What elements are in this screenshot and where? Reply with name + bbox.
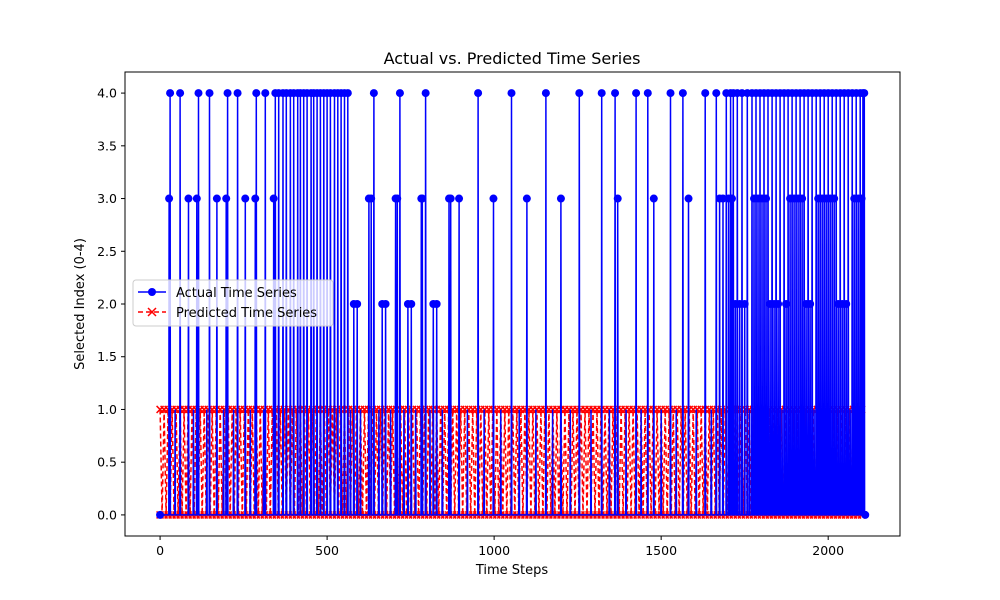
y-axis: 0.0 0.5 1.0 1.5 2.0 2.5 3.0 3.5 4.0 [97,86,125,522]
actual-point [643,89,652,98]
x-tick-label: 1000 [478,543,510,558]
actual-point [861,510,870,519]
actual-point [597,89,606,98]
actual-point [507,89,516,98]
actual-point [166,89,175,98]
actual-point [184,194,193,203]
y-tick-label: 3.0 [97,191,117,206]
actual-point [556,194,565,203]
x-tick-label: 2000 [812,543,844,558]
y-axis-label: Selected Index (0-4) [73,238,88,370]
actual-point [522,194,531,203]
actual-line [160,93,866,516]
actual-point [798,194,807,203]
actual-series [156,89,870,519]
y-tick-label: 2.0 [97,297,117,312]
actual-point [678,89,687,98]
actual-point [857,194,866,203]
chart-title: Actual vs. Predicted Time Series [384,49,641,68]
actual-point [649,194,658,203]
actual-point [718,194,727,203]
actual-point [701,89,710,98]
y-tick-label: 1.0 [97,402,117,417]
actual-point [418,194,427,203]
actual-point [367,194,376,203]
actual-point [252,89,261,98]
actual-point [233,89,242,98]
actual-point [740,300,749,308]
actual-point [860,89,869,98]
legend-actual-label: Actual Time Series [176,286,297,301]
x-axis-label: Time Steps [475,563,549,578]
actual-point [176,89,185,98]
actual-point [474,89,483,98]
legend: Actual Time Series Predicted Time Series [132,279,334,327]
y-tick-label: 4.0 [97,86,117,101]
actual-point [261,89,270,98]
actual-point [369,89,378,98]
actual-point [222,194,231,203]
actual-point [830,194,839,203]
y-tick-label: 1.5 [97,349,117,364]
actual-point [842,300,851,308]
actual-point [806,300,815,308]
actual-point [212,194,221,203]
actual-point [381,300,390,308]
actual-point [782,300,791,308]
y-tick-label: 3.5 [97,138,117,153]
actual-point [774,300,783,308]
actual-point [393,194,402,203]
actual-point [251,194,260,203]
actual-point [541,89,550,98]
actual-point [632,89,641,98]
actual-point [712,89,721,98]
y-tick-label: 0.5 [97,455,117,470]
actual-point [194,89,203,98]
actual-point [395,89,404,98]
actual-point [205,89,214,98]
actual-point [611,89,620,98]
legend-predicted-marker [147,307,157,317]
actual-point [421,89,430,98]
actual-point [446,194,455,203]
y-tick-label: 2.5 [97,244,117,259]
actual-point [407,300,416,308]
actual-point [432,300,441,308]
actual-point [613,194,622,203]
actual-point [223,89,232,98]
actual-point [156,510,165,519]
actual-point [343,89,352,98]
x-axis: 0 500 1000 1500 2000 [156,536,844,558]
actual-point [192,194,201,203]
legend-predicted-label: Predicted Time Series [176,306,317,321]
actual-point [575,89,584,98]
legend-actual-marker [148,288,156,296]
actual-point [666,89,675,98]
actual-point [241,194,250,203]
y-tick-label: 0.0 [97,507,117,522]
actual-point [489,194,498,203]
actual-point [762,194,771,203]
actual-point [269,194,278,203]
actual-point [353,300,362,308]
x-tick-label: 1500 [645,543,677,558]
actual-point [727,194,736,203]
legend-box [132,279,334,327]
x-tick-label: 500 [315,543,339,558]
actual-point [455,194,464,203]
actual-point [684,194,693,203]
x-tick-label: 0 [156,543,164,558]
actual-point [165,194,174,203]
